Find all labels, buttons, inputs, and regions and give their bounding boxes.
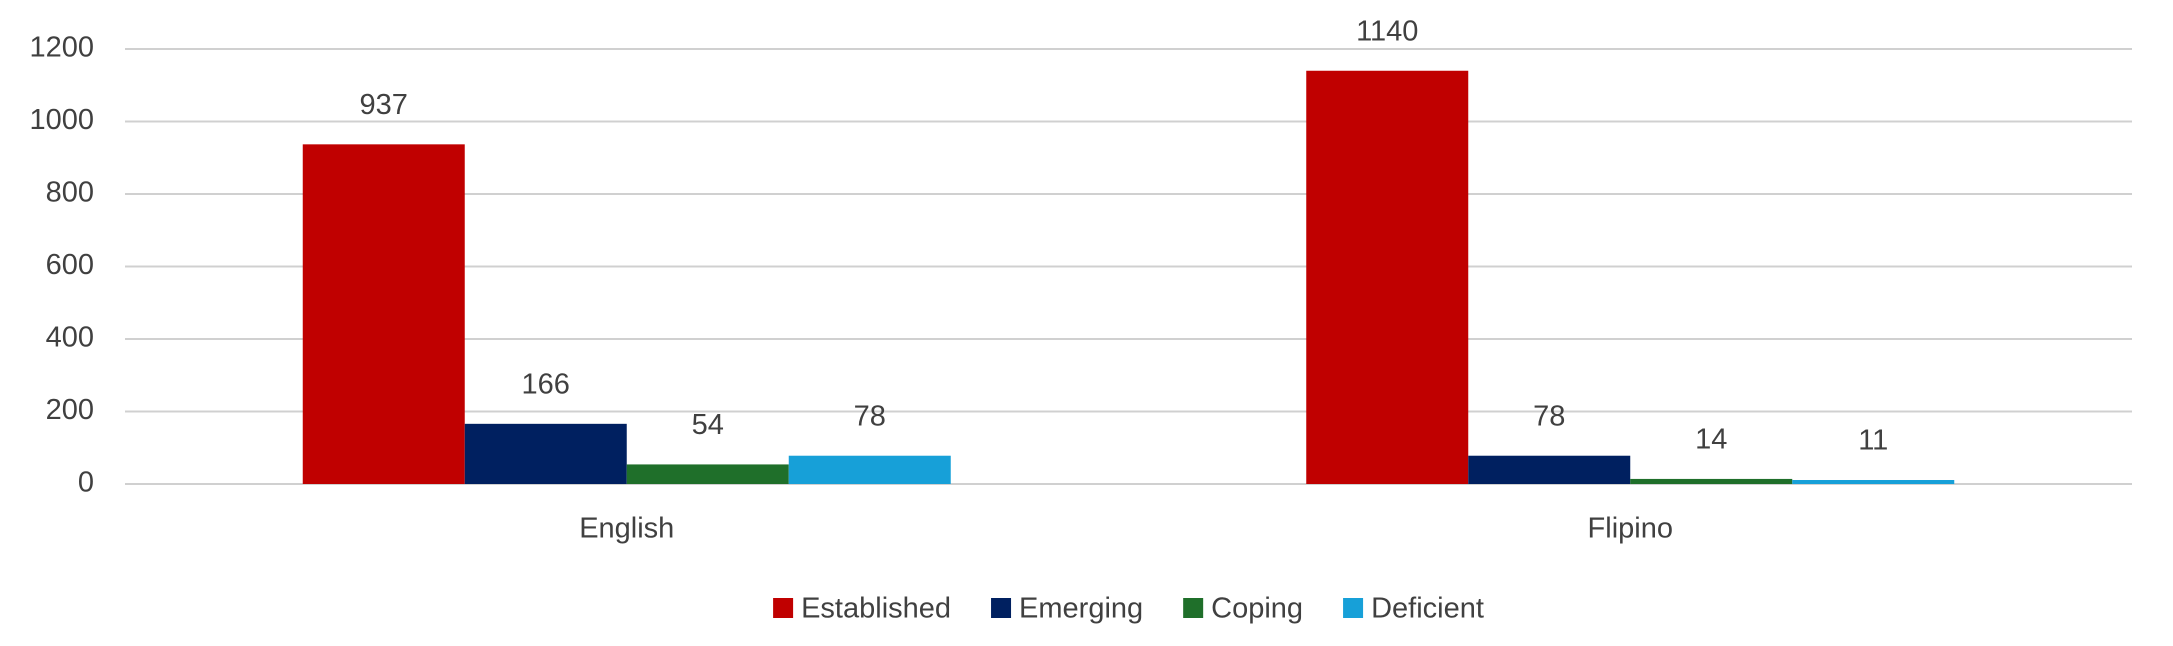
bar — [302, 144, 465, 484]
y-tick-label: 800 — [46, 177, 94, 209]
bar — [788, 455, 951, 484]
legend-swatch — [1183, 598, 1204, 618]
bar — [1468, 455, 1631, 484]
data-label: 1140 — [1356, 15, 1418, 47]
legend-label: Coping — [1211, 593, 1303, 625]
data-label: 166 — [522, 368, 570, 400]
legend-swatch — [991, 598, 1012, 618]
data-label: 54 — [692, 409, 724, 441]
y-tick-label: 400 — [46, 322, 94, 354]
data-label: 14 — [1695, 424, 1727, 456]
data-label: 78 — [1533, 400, 1565, 432]
legend-label: Established — [801, 593, 951, 625]
y-tick-label: 200 — [46, 394, 94, 426]
legend-swatch — [773, 598, 794, 618]
bar — [1630, 478, 1793, 484]
y-tick-label: 1000 — [29, 104, 94, 136]
y-tick-label: 0 — [78, 467, 94, 499]
bar — [1306, 70, 1469, 484]
bar — [1792, 480, 1955, 484]
x-tick-label: Flipino — [1588, 513, 1673, 545]
legend-label: Deficient — [1371, 593, 1484, 625]
data-label: 11 — [1858, 425, 1888, 457]
data-label: 78 — [854, 400, 886, 432]
y-tick-label: 1200 — [29, 32, 94, 64]
data-label: 937 — [360, 89, 408, 121]
legend-label: Emerging — [1019, 593, 1143, 625]
bar — [626, 464, 789, 484]
legend-swatch — [1343, 598, 1364, 618]
y-tick-label: 600 — [46, 249, 94, 281]
bar — [464, 423, 627, 484]
x-tick-label: English — [579, 513, 674, 545]
